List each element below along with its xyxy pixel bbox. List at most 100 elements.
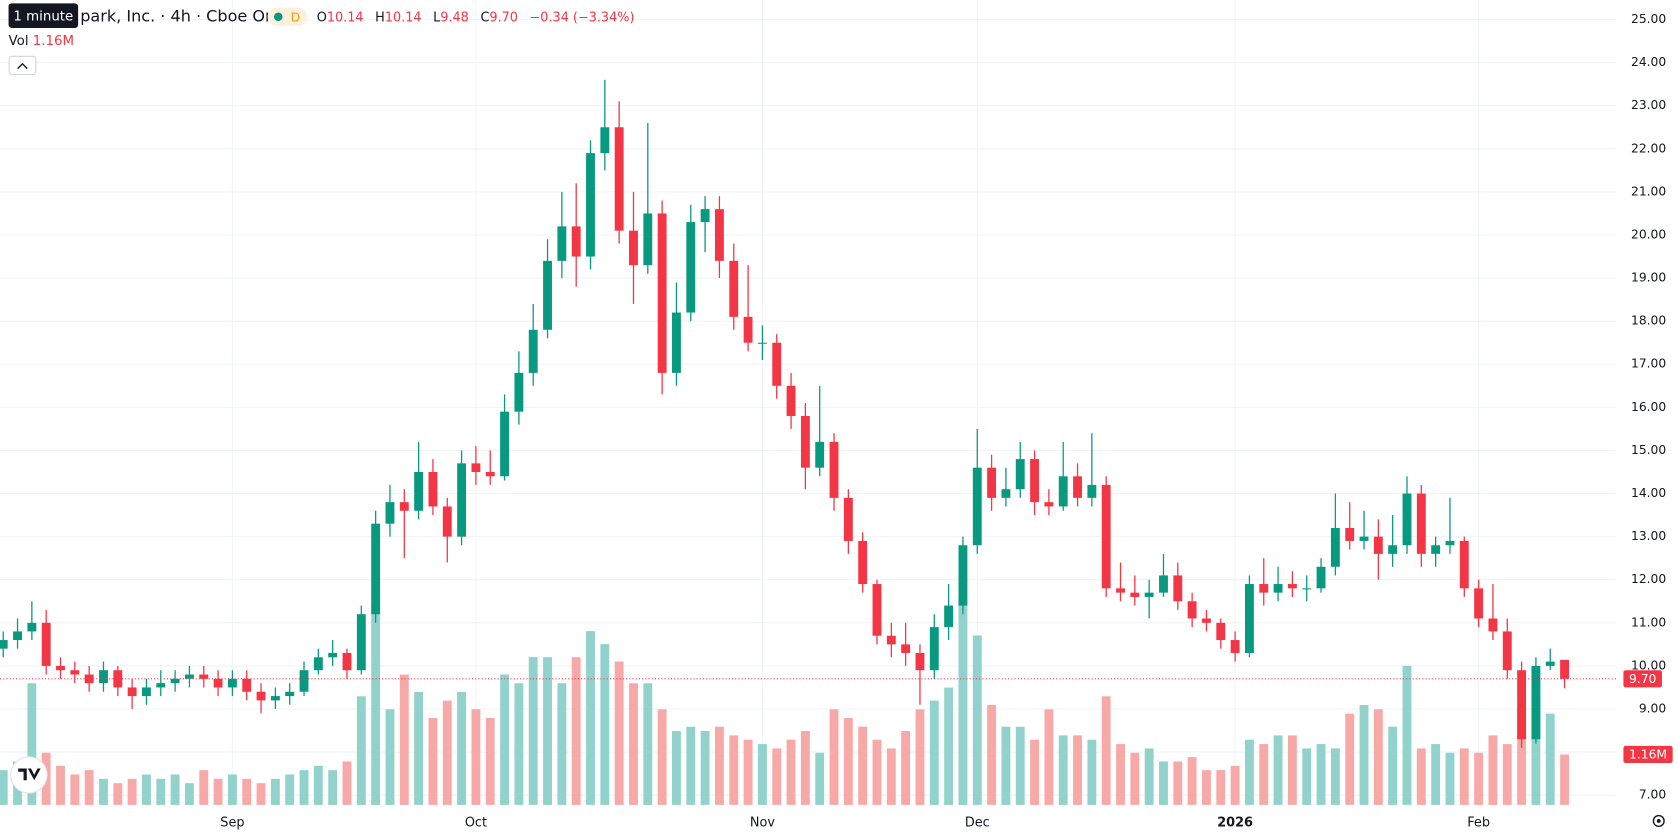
volume-bar (1402, 665, 1412, 805)
volume-bar (1116, 744, 1125, 805)
volume-bar (256, 783, 266, 805)
ohlc-key: H (375, 11, 385, 26)
candle-body (1244, 584, 1254, 653)
candle-body (1560, 659, 1570, 679)
tooltip-box (8, 3, 79, 28)
last-price-label: 9.70 (1629, 672, 1656, 686)
candle-body (500, 411, 510, 477)
y-tick-label: 15.00 (1631, 443, 1666, 457)
volume-key: Vol (9, 34, 29, 49)
candle-body (1001, 489, 1011, 498)
volume-bar (328, 770, 338, 805)
y-tick-label: 25.00 (1631, 12, 1666, 26)
candle-body (342, 652, 352, 671)
volume-bar (1187, 757, 1197, 805)
candle-body (1316, 566, 1326, 589)
volume-bar (1101, 696, 1111, 805)
status-pill[interactable] (267, 7, 308, 26)
y-tick-label: 20.00 (1631, 227, 1666, 241)
settings-icon[interactable] (1652, 814, 1665, 827)
candle-body (113, 670, 123, 688)
candle-body (858, 540, 868, 585)
ohlc-key: O (317, 11, 327, 26)
candle-body (1058, 476, 1068, 507)
volume-bar (1173, 761, 1183, 805)
settings-icon-center (1656, 819, 1661, 823)
candle-body (958, 545, 968, 606)
volume-bar (371, 605, 381, 805)
candle-body (929, 627, 939, 671)
volume-bar (872, 739, 882, 805)
volume-bar (1302, 748, 1312, 805)
candle-body (371, 523, 381, 615)
y-tick-label: 7.00 (1639, 788, 1666, 802)
y-tick-label: 17.00 (1631, 357, 1666, 371)
candle-body (901, 644, 911, 653)
volume-bar (743, 739, 753, 805)
volume-bar (886, 748, 896, 805)
candle-body (127, 687, 137, 697)
volume-bar (99, 778, 108, 805)
volume-bar (987, 704, 997, 805)
candle-body (27, 622, 37, 632)
candle-body (1474, 588, 1484, 619)
volume-bar (1502, 744, 1512, 805)
volume-bar (1073, 735, 1082, 805)
candle-body (485, 471, 495, 477)
volume-bar (227, 774, 237, 805)
candle-body (1230, 640, 1240, 653)
candle-body (1116, 588, 1125, 593)
status-dot (273, 12, 283, 22)
tooltip-text: 1 minute (13, 9, 73, 24)
volume-bar (1416, 748, 1426, 805)
candle-body (1502, 631, 1512, 671)
candle-body (1159, 575, 1168, 593)
logo-mark (18, 768, 41, 781)
candle-body (170, 678, 180, 684)
volume-bar (414, 691, 424, 805)
candle-body (471, 463, 481, 472)
collapse-button[interactable] (8, 55, 37, 76)
candle-body (543, 260, 552, 330)
y-tick-label: 14.00 (1631, 486, 1666, 500)
volume-bar (629, 683, 638, 805)
candle-body (1015, 459, 1025, 490)
volume-bar (1130, 752, 1140, 805)
candle-body (829, 441, 839, 498)
candle-body (557, 226, 567, 261)
volume-bar (1388, 726, 1398, 805)
volume-bar (127, 778, 137, 805)
candle-body (414, 471, 424, 511)
candle-body (1345, 528, 1355, 541)
volume-bar (1531, 696, 1541, 805)
candle-body (0, 640, 8, 649)
candle-body (700, 209, 710, 223)
change: −0.34 (−3.34%) (530, 11, 635, 26)
candle-body (886, 635, 896, 645)
candle-body (299, 670, 309, 692)
volume-bar (156, 778, 166, 805)
volume-bar (772, 748, 782, 805)
last-price-badge (1623, 670, 1662, 688)
volume-bar (1230, 765, 1240, 805)
volume-bar (700, 731, 710, 805)
volume-bar (1044, 709, 1054, 805)
symbol-title[interactable]: park, Inc. · 4h · Cboe One (80, 7, 285, 26)
candle-body (1545, 661, 1555, 666)
candle-body (1302, 588, 1312, 590)
candle-body (1073, 476, 1082, 498)
logo-circle[interactable] (10, 756, 48, 794)
candle-body (1330, 528, 1340, 567)
candle-body (1144, 592, 1154, 597)
candle-body (385, 502, 395, 524)
x-tick-label: Nov (750, 815, 775, 830)
candle-body (1359, 536, 1369, 541)
candle-body (800, 415, 810, 468)
candle-body (743, 316, 753, 343)
volume-bar (1431, 744, 1441, 805)
y-tick-label: 18.00 (1631, 314, 1666, 328)
volume-bar (829, 709, 839, 805)
volume-bar (1159, 761, 1168, 805)
